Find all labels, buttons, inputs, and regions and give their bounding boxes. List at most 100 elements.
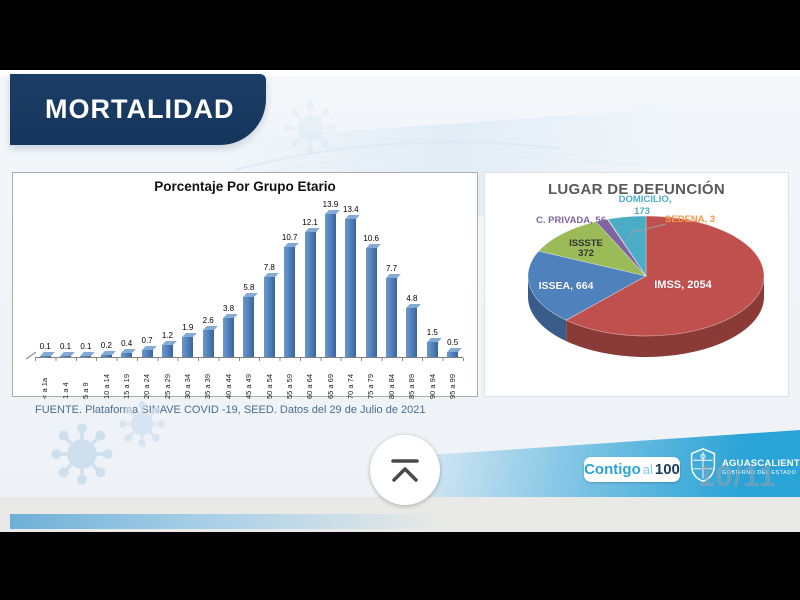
bar-value-label: 0.1: [39, 342, 51, 351]
bar-value-label: 13.4: [343, 205, 359, 214]
bar-value-label: 2.6: [202, 316, 214, 326]
bar-x-tick-label: < a 1a: [40, 377, 50, 399]
bottom-accent-bar: [10, 514, 442, 529]
bar: [121, 352, 133, 357]
bar-value-label: 0.5: [447, 337, 459, 347]
bar: [141, 349, 153, 357]
bar-value-label: 4.8: [406, 293, 418, 303]
brand-banner: Contigo al 100 AGUASCALIENTES GOBIERNO D…: [404, 430, 800, 497]
bar-column: 10.6: [361, 234, 381, 357]
bar-x-tick-label: 15 a 19: [121, 373, 131, 399]
bar: [202, 330, 214, 357]
bar-x-tick-label: 45 a 49: [244, 373, 254, 399]
bar-column: 1.9: [178, 323, 198, 357]
bar-column: 0.7: [137, 336, 157, 357]
bar-x-tick-label: 30 a 34: [183, 373, 193, 399]
source-note: FUENTE. Plataforma SINAVE COVID -19, SEE…: [35, 404, 426, 416]
bar-x-tick-label: 80 a 84: [386, 373, 396, 399]
pie-label-cprivada: C. PRIVADA, 56: [535, 215, 607, 226]
bar: [324, 213, 336, 357]
bar: [406, 307, 418, 357]
bar-column: 1.5: [422, 328, 442, 357]
pie-label-sedena: SEDENA, 3: [664, 214, 716, 225]
gobierno-name: AGUASCALIENTES: [722, 458, 800, 469]
bar: [447, 351, 459, 357]
bar-chart-panel: Porcentaje Por Grupo Etario 0.1 0.1 0.1 0.2…: [12, 172, 478, 399]
page-title: MORTALIDAD: [45, 94, 235, 124]
bar-value-label: 3.8: [223, 303, 235, 313]
bar-x-tick-label: 55 a 59: [284, 373, 294, 399]
bar-x-tick-label: 90 a 94: [427, 373, 437, 399]
bar-column: 13.4: [341, 205, 361, 357]
bar-column: 10.7: [280, 233, 300, 357]
bar-x-tick-label: 35 a 39: [203, 373, 213, 399]
pie-label-domicilio: DOMICILIO,: [618, 194, 672, 205]
bar-column: 13.9: [320, 200, 340, 357]
bar: [263, 276, 275, 357]
bar: [386, 277, 398, 357]
bar-x-tick-label: 40 a 44: [223, 373, 233, 399]
bar-value-label: 1.9: [182, 323, 194, 333]
bar-x-tick-label: 50 a 54: [264, 373, 274, 399]
bar-column: 0.5: [443, 338, 463, 357]
bar-column: 0.2: [96, 341, 116, 357]
section-title-banner: MORTALIDAD: [10, 74, 266, 145]
aguascalientes-crest-icon: [690, 448, 716, 482]
bar-value-label: 0.7: [141, 335, 153, 345]
bar: [243, 297, 255, 357]
bar: [80, 356, 92, 357]
bar-x-tick-label: 65 a 69: [325, 373, 335, 399]
pie-label-issea: ISSEA, 664: [538, 280, 594, 292]
bar-x-tick-label: 95 a 99: [447, 373, 457, 399]
bar-column: 5.8: [239, 283, 259, 357]
virus-icon: [51, 423, 113, 485]
bar-x-tick-label: 60 a 64: [305, 373, 315, 399]
bar-x-tick-label: 75 a 79: [366, 373, 376, 399]
bar: [182, 337, 194, 357]
pie-chart: [527, 215, 765, 357]
bar: [161, 344, 173, 357]
bar-value-label: 0.2: [100, 340, 112, 350]
bar-column: 4.8: [402, 294, 422, 357]
bar-x-tick-label: 5 a 9: [81, 382, 91, 399]
bar-chart-x-labels: < a 1a 1 a 4 5 a 9 10 a 14 15 a 19 20 a 24 25 …: [35, 363, 463, 399]
bar-column: 3.8: [218, 304, 238, 357]
bar-x-tick-label: 10 a 14: [101, 373, 111, 399]
bar-chart-title: Porcentaje Por Grupo Etario: [154, 179, 336, 194]
bar: [345, 219, 357, 357]
bar-x-tick-label: 20 a 24: [142, 373, 152, 399]
bar-value-label: 10.7: [281, 232, 298, 242]
collapse-toolbar-button[interactable]: [370, 435, 440, 505]
bar-column: 7.7: [381, 264, 401, 357]
pie-label-issste: ISSSTE: [569, 238, 603, 249]
bar: [304, 232, 316, 357]
bar-value-label: 13.9: [322, 199, 339, 209]
bar: [284, 246, 296, 357]
bar-value-label: 12.1: [302, 218, 318, 228]
bar-x-tick-label: 85 a 89: [407, 373, 417, 399]
pie-chart-panel: LUGAR DE DEFUNCIÓN DOMICILIO, 173 C. PRI…: [484, 172, 789, 397]
contigo-al-100-logo: Contigo al 100: [584, 457, 680, 482]
bar-value-label: 0.1: [80, 342, 92, 351]
bar-column: 0.1: [55, 342, 75, 357]
bar-chart-ticks: [35, 358, 464, 361]
bar: [100, 354, 112, 357]
bar-value-label: 7.7: [386, 263, 398, 273]
bar: [365, 247, 377, 357]
bar-x-tick-label: 1 a 4: [60, 382, 70, 399]
bar-x-tick-label: 70 a 74: [346, 373, 356, 399]
contigo-logo-text: Contigo: [584, 461, 641, 478]
bar-x-tick-label: 25 a 29: [162, 373, 172, 399]
bar-column: 0.1: [76, 342, 96, 357]
bar-column: 0.4: [117, 339, 137, 357]
bar: [223, 317, 235, 357]
gobierno-logo: AGUASCALIENTES GOBIERNO DEL ESTADO: [722, 458, 800, 476]
pie-label-domicilio-value: 173: [634, 206, 650, 217]
bar-value-label: 0.1: [60, 342, 72, 351]
bar: [39, 356, 51, 357]
pie-label-imss: IMSS, 2054: [654, 279, 712, 291]
bar-value-label: 0.4: [121, 338, 133, 348]
slide: MORTALIDAD Porcentaje Por Grupo Etario 0…: [0, 70, 800, 532]
bar-column: 7.8: [259, 263, 279, 357]
virus-icon: [283, 101, 337, 155]
